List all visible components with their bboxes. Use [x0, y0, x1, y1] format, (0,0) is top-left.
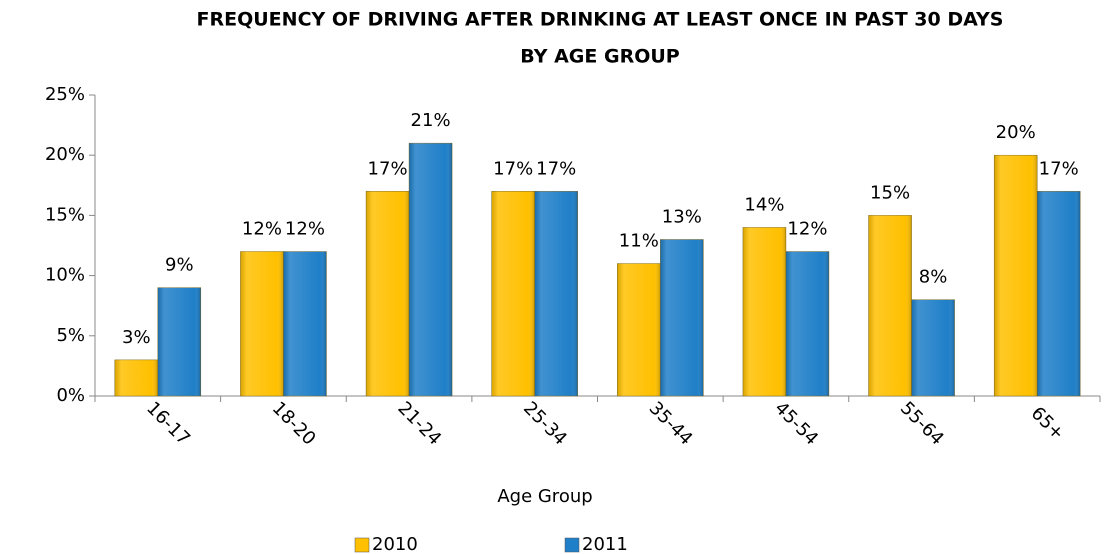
bar-shine — [868, 215, 912, 396]
x-tick-label: 21-24 — [393, 398, 445, 450]
chart-title: FREQUENCY OF DRIVING AFTER DRINKING AT L… — [197, 9, 1004, 31]
value-label: 21% — [411, 110, 451, 131]
y-tick-label: 5% — [56, 325, 85, 346]
bar-shine — [911, 299, 955, 396]
x-tick-label: 25-34 — [519, 398, 571, 450]
value-label: 17% — [368, 158, 408, 179]
x-tick-label: 55-64 — [896, 398, 948, 450]
x-tick-label: 45-54 — [770, 398, 822, 450]
value-label: 17% — [536, 158, 576, 179]
value-label: 11% — [619, 231, 659, 252]
legend-label: 2010 — [372, 534, 418, 554]
bar-shine — [534, 191, 578, 396]
bar-shine — [660, 239, 704, 396]
value-label: 14% — [744, 194, 784, 215]
x-tick-label: 18-20 — [268, 398, 320, 450]
y-tick-label: 20% — [45, 144, 85, 165]
y-tick-label: 10% — [45, 265, 85, 286]
legend-swatch — [354, 537, 370, 553]
bar-shine — [785, 251, 829, 396]
bar-shine — [283, 251, 327, 396]
bar-shine — [994, 155, 1038, 396]
y-tick-label: 15% — [45, 204, 85, 225]
bar-shine — [742, 227, 786, 396]
y-tick-label: 25% — [45, 84, 85, 105]
bar-shine — [240, 251, 284, 396]
bar-shine — [491, 191, 535, 396]
value-label: 8% — [919, 267, 948, 288]
legend-swatch — [564, 537, 580, 553]
legend-label: 2011 — [582, 534, 628, 554]
value-label: 12% — [285, 219, 325, 240]
value-label: 3% — [122, 327, 151, 348]
value-label: 12% — [787, 219, 827, 240]
bar-shine — [1037, 191, 1081, 396]
bar-shine — [409, 143, 453, 396]
value-label: 15% — [870, 182, 910, 203]
bar-shine — [366, 191, 410, 396]
value-label: 9% — [165, 255, 194, 276]
value-label: 13% — [662, 206, 702, 227]
x-tick-label: 16-17 — [142, 398, 194, 450]
value-label: 17% — [1039, 158, 1079, 179]
bar-shine — [157, 287, 201, 396]
value-label: 17% — [493, 158, 533, 179]
x-axis-label: Age Group — [497, 486, 592, 507]
x-tick-label: 35-44 — [645, 398, 697, 450]
bar-shine — [617, 263, 661, 396]
x-tick-label: 65+ — [1027, 403, 1069, 445]
bar-shine — [114, 359, 158, 396]
value-label: 20% — [996, 122, 1036, 143]
chart-title: BY AGE GROUP — [520, 46, 680, 68]
value-label: 12% — [242, 219, 282, 240]
y-tick-label: 0% — [56, 385, 85, 406]
